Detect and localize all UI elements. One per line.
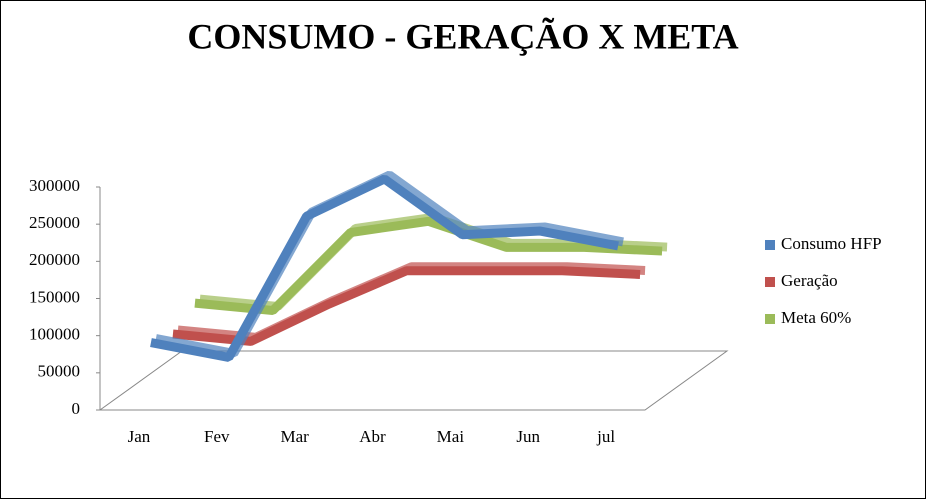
y-tick-label: 200000: [29, 250, 80, 269]
x-tick-label: Mai: [437, 427, 465, 446]
legend-label: Meta 60%: [781, 308, 851, 327]
y-tick-label: 300000: [29, 176, 80, 195]
series-line: [194, 216, 663, 316]
x-tick-label: Mar: [280, 427, 309, 446]
y-tick-label: 0: [72, 399, 81, 418]
legend-swatch: [765, 314, 775, 324]
series-line: [150, 174, 619, 362]
x-tick-label: Abr: [359, 427, 386, 446]
floor: [98, 350, 729, 411]
y-tick-label: 250000: [29, 213, 80, 232]
y-tick-label: 100000: [29, 325, 80, 344]
x-tick-label: jul: [596, 427, 615, 446]
x-tick-label: Jan: [128, 427, 151, 446]
legend-swatch: [765, 277, 775, 287]
series-line: [172, 266, 641, 346]
chart-title: CONSUMO - GERAÇÃO X META: [187, 16, 738, 56]
legend-label: Consumo HFP: [781, 234, 882, 253]
legend-swatch: [765, 240, 775, 250]
y-tick-label: 50000: [38, 362, 81, 381]
x-tick-label: Jun: [516, 427, 540, 446]
legend-label: Geração: [781, 271, 838, 290]
y-tick-label: 150000: [29, 287, 80, 306]
x-tick-label: Fev: [204, 427, 230, 446]
